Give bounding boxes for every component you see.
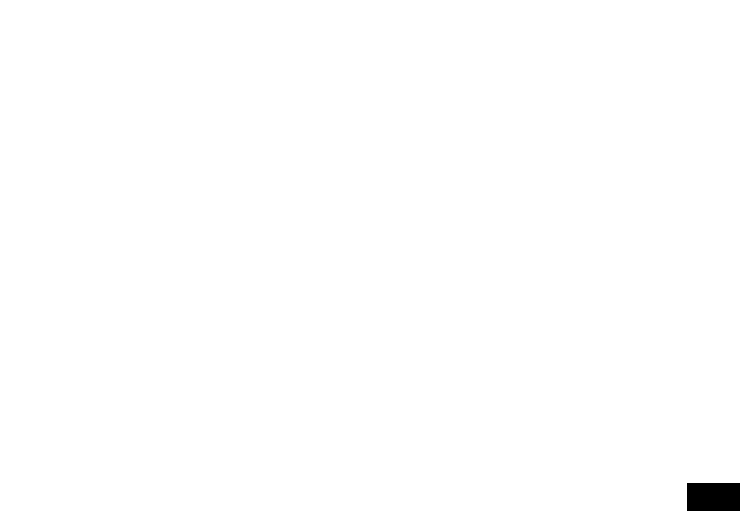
- black-corner-box: [687, 483, 740, 511]
- insider-score-panel: [0, 193, 740, 491]
- sp500-panel: [0, 0, 740, 193]
- x-axis: [0, 491, 740, 511]
